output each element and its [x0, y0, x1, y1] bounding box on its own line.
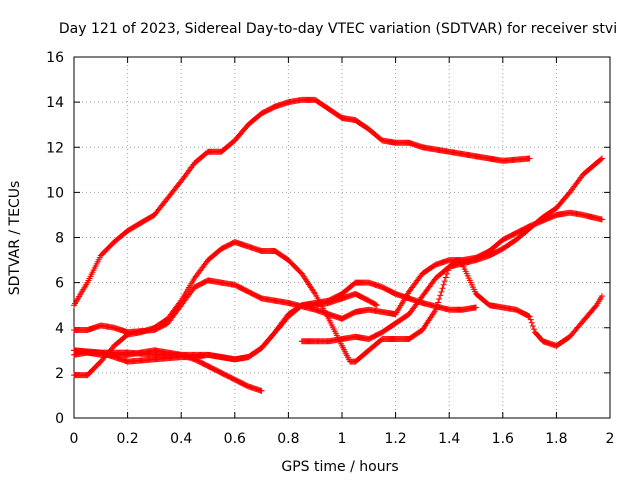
series-6	[71, 290, 380, 363]
data-point	[258, 387, 265, 394]
data-point	[372, 301, 379, 308]
data-point	[443, 270, 450, 277]
data-point	[439, 285, 446, 292]
y-axis-label: SDTVAR / TECUs	[7, 181, 23, 296]
data-point	[441, 278, 448, 285]
data-point	[440, 281, 447, 288]
data-point	[527, 316, 534, 323]
data-point	[525, 312, 532, 319]
data-point	[437, 292, 444, 299]
data-point	[442, 274, 449, 281]
x-tick-label: 1.4	[438, 431, 460, 447]
tick-layer: 0 0.2 0.4 0.6 0.8 1 1.2 1.4 1.6 1.8 2 0 2 4 6 8 10 12 14 16	[46, 50, 614, 447]
data-point	[598, 155, 605, 162]
y-tick-label: 10	[46, 185, 64, 201]
data-point	[177, 299, 184, 306]
series-7	[298, 155, 605, 345]
y-tick-label: 6	[55, 276, 64, 292]
data-point	[526, 155, 533, 162]
y-tick-label: 8	[55, 231, 64, 247]
x-tick-label: 1.6	[492, 431, 514, 447]
data-point	[526, 313, 533, 320]
data-point	[435, 299, 442, 306]
data-point	[473, 304, 479, 311]
series-1	[71, 96, 533, 309]
data-point	[597, 156, 604, 163]
data-point	[592, 303, 599, 310]
data-point	[436, 295, 443, 302]
data-point	[432, 306, 439, 313]
grid-layer	[74, 57, 610, 418]
y-tick-label: 4	[55, 321, 64, 337]
y-tick-label: 0	[55, 411, 64, 427]
data-point	[598, 216, 605, 223]
x-tick-label: 0.4	[170, 431, 192, 447]
y-tick-label: 2	[55, 366, 64, 382]
x-tick-label: 1.2	[384, 431, 406, 447]
y-tick-label: 16	[46, 50, 64, 66]
data-points	[71, 96, 605, 394]
x-tick-label: 1.8	[545, 431, 567, 447]
data-point	[598, 293, 605, 300]
series-5	[71, 239, 605, 379]
data-point	[529, 322, 536, 329]
y-tick-label: 12	[46, 140, 64, 156]
data-point	[438, 288, 445, 295]
chart-title: Day 121 of 2023, Sidereal Day-to-day VTE…	[59, 21, 617, 37]
x-axis-label: GPS time / hours	[281, 459, 398, 475]
data-point	[433, 303, 440, 310]
x-tick-label: 2	[606, 431, 615, 447]
x-tick-label: 1	[338, 431, 347, 447]
data-point	[530, 326, 537, 333]
x-tick-label: 0.6	[224, 431, 246, 447]
data-point	[528, 319, 535, 326]
data-point	[373, 302, 380, 309]
x-tick-label: 0.2	[116, 431, 138, 447]
x-tick-label: 0	[70, 431, 79, 447]
y-tick-label: 14	[46, 95, 64, 111]
x-tick-label: 0.8	[277, 431, 299, 447]
